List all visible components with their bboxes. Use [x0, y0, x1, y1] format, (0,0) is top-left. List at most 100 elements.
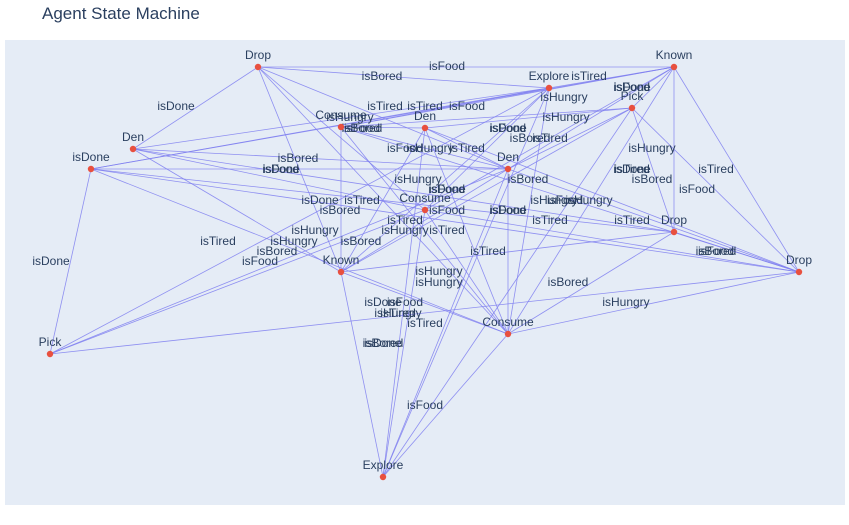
- edge-drop1-consume2: [257, 66, 426, 211]
- chart-title: Agent State Machine: [42, 4, 200, 23]
- edge-den3-pick2: [49, 168, 509, 355]
- edge-label: isDone: [428, 182, 466, 196]
- edge-pick1-explore2: [382, 107, 633, 478]
- node-label-pick1: Pick: [621, 89, 645, 103]
- edge-pick1-drop3: [631, 107, 800, 273]
- edge-drop2-consume3: [507, 231, 675, 335]
- node-den1[interactable]: [421, 124, 429, 132]
- node-done1[interactable]: [87, 165, 95, 173]
- edge-label: isFood: [407, 398, 443, 412]
- node-known2[interactable]: [337, 268, 345, 276]
- edge-label: isHungry: [530, 193, 577, 207]
- edge-consume1-den1: [340, 126, 426, 129]
- node-consume3[interactable]: [504, 330, 512, 338]
- node-label-drop1: Drop: [245, 48, 271, 62]
- edge-label: isDone: [613, 80, 651, 94]
- edge-label: isDone: [32, 254, 70, 268]
- edge-done1-drop2: [90, 168, 675, 233]
- edge-drop1-den2: [132, 66, 259, 150]
- edge-label: isFood: [449, 99, 485, 113]
- node-label-explore2: Explore: [363, 458, 404, 472]
- node-pick2[interactable]: [46, 350, 54, 358]
- edge-label: isHungry: [565, 193, 612, 207]
- edge-label: isFood: [429, 203, 465, 217]
- edge-drop1-explore1: [257, 66, 550, 89]
- edge-den1-explore2: [382, 127, 426, 478]
- node-label-den1: Den: [414, 109, 436, 123]
- node-consume1[interactable]: [337, 123, 345, 131]
- edge-pick1-drop2: [631, 107, 675, 233]
- node-explore2[interactable]: [379, 473, 387, 481]
- edge-label: isTired: [429, 223, 465, 237]
- edge-explore1-consume3: [507, 87, 550, 335]
- edge-drop3-consume3: [507, 271, 800, 335]
- edge-label: isTired: [614, 213, 650, 227]
- edge-den2-drop2: [132, 148, 675, 233]
- edge-label: isBored: [363, 336, 404, 350]
- node-den3[interactable]: [504, 165, 512, 173]
- edge-label: isFood: [387, 295, 423, 309]
- edge-label: isBored: [257, 244, 298, 258]
- node-label-den2: Den: [122, 130, 144, 144]
- node-drop2[interactable]: [670, 228, 678, 236]
- edge-label: isTired: [367, 99, 403, 113]
- edge-label: isFood: [490, 121, 526, 135]
- edge-label: isFood: [387, 141, 423, 155]
- node-label-explore1: Explore: [529, 69, 570, 83]
- edge-label: isHungry: [415, 264, 462, 278]
- edge-label: isBored: [320, 203, 361, 217]
- edge-label: isDone: [613, 162, 651, 176]
- edge-drop2-drop3: [673, 231, 800, 273]
- edge-label: isHungry: [602, 295, 649, 309]
- edge-den3-drop3: [507, 168, 800, 273]
- node-drop3[interactable]: [795, 268, 803, 276]
- edge-known1-drop3: [673, 66, 800, 273]
- node-label-drop2: Drop: [661, 213, 687, 227]
- edge-label: isHungry: [406, 141, 453, 155]
- node-known1[interactable]: [670, 63, 678, 71]
- edge-consume2-pick2: [49, 209, 426, 355]
- edge-label: isDone: [364, 295, 402, 309]
- edge-drop3-pick2: [49, 271, 800, 355]
- edge-den2-known2: [132, 148, 342, 273]
- edge-den1-den3: [424, 127, 509, 170]
- edge-den1-known2: [340, 127, 426, 273]
- node-label-known2: Known: [323, 253, 360, 267]
- edge-label: isTired: [571, 69, 607, 83]
- edge-label: isHungry: [394, 172, 441, 186]
- node-label-pick2: Pick: [39, 335, 63, 349]
- edge-explore1-known2: [340, 87, 550, 273]
- edge-label: isFood: [547, 193, 583, 207]
- node-pick1[interactable]: [628, 104, 636, 112]
- node-consume2[interactable]: [421, 206, 429, 214]
- edge-label: isTired: [614, 162, 650, 176]
- edge-label: isHungry: [542, 110, 589, 124]
- node-labels-layer: Drop Known Explore Pick Consume Den Den isDone D…: [39, 48, 813, 472]
- edge-label: isTired: [380, 306, 416, 320]
- edge-label: isTired: [200, 234, 236, 248]
- edge-label: isHungry: [291, 223, 338, 237]
- edge-consume2-consume3: [424, 209, 509, 335]
- node-den2[interactable]: [129, 145, 137, 153]
- edge-label: isBored: [508, 172, 549, 186]
- node-drop1[interactable]: [254, 63, 262, 71]
- edge-label: isBored: [510, 131, 551, 145]
- node-label-consume3: Consume: [482, 315, 534, 329]
- edge-label: isBored: [342, 121, 383, 135]
- node-label-drop3: Drop: [786, 253, 812, 267]
- edge-pick1-den3: [507, 107, 633, 170]
- edge-done1-drop3: [90, 168, 800, 273]
- edge-known1-pick1: [631, 66, 675, 109]
- edge-label: isFood: [614, 80, 650, 94]
- edge-pick1-den1: [424, 107, 633, 129]
- edge-label: isFood: [344, 121, 380, 135]
- node-label-consume2: Consume: [399, 191, 451, 205]
- edge-label: isFood: [429, 59, 465, 73]
- edge-explore1-den2: [132, 87, 550, 150]
- edge-pick1-known2: [340, 107, 633, 273]
- edge-den3-known2: [340, 168, 509, 273]
- edge-label: isFood: [429, 182, 465, 196]
- node-explore1[interactable]: [545, 84, 553, 92]
